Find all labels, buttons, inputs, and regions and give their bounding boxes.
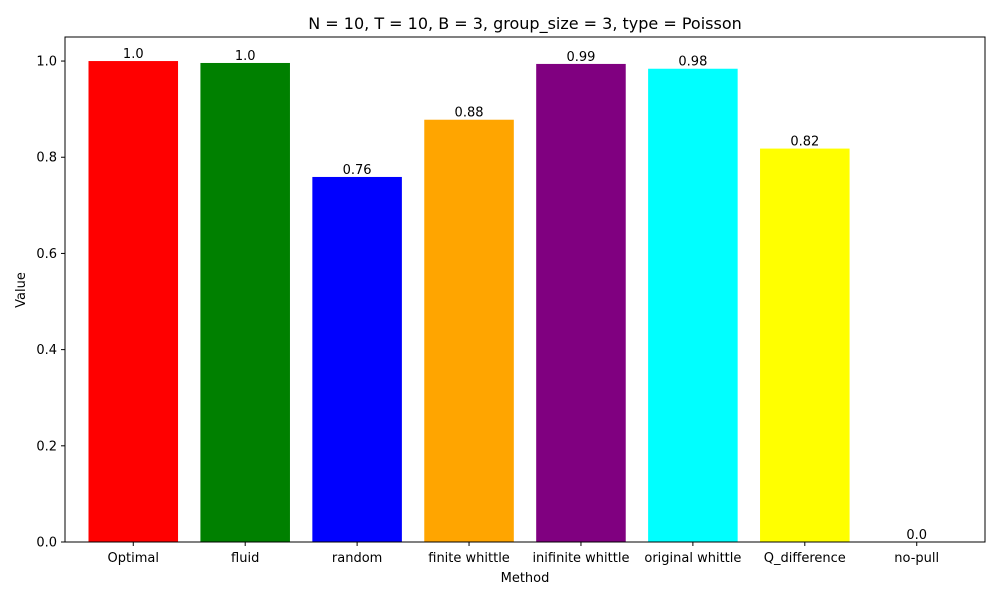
chart-title: N = 10, T = 10, B = 3, group_size = 3, t… <box>308 14 742 34</box>
bar-optimal <box>88 61 179 543</box>
data-label: 0.98 <box>678 55 707 70</box>
plot-frame <box>64 36 986 543</box>
y-axis-label: Value <box>14 272 29 308</box>
data-label: 0.99 <box>566 50 595 65</box>
y-tick-label: 0.4 <box>36 343 57 358</box>
y-tick-label: 0.0 <box>36 536 57 551</box>
x-tick-label: Optimal <box>108 551 159 566</box>
data-label: 0.76 <box>343 163 372 178</box>
bar-random <box>312 176 402 542</box>
x-tick-label: no-pull <box>894 551 939 566</box>
bar-inifinite-whittle <box>536 63 626 542</box>
data-label: 1.0 <box>123 47 144 62</box>
x-tick-label: inifinite whittle <box>532 551 629 566</box>
bars-group: 1.0 1.0 0.76 0.88 0.99 0.98 0.82 0.0 <box>88 47 927 543</box>
y-tick-label: 0.8 <box>36 151 57 166</box>
x-axis: Optimal fluid random finite whittle inifinit… <box>108 542 939 566</box>
x-tick-label: random <box>332 551 382 566</box>
y-tick-label: 1.0 <box>36 55 57 70</box>
x-tick-label: finite whittle <box>428 551 510 566</box>
x-tick-label: original whittle <box>644 551 741 566</box>
y-tick-label: 0.2 <box>36 439 57 454</box>
bar-original-whittle <box>648 68 738 542</box>
data-label: 0.0 <box>906 528 927 543</box>
x-tick-label: fluid <box>231 551 259 566</box>
bar-q-difference <box>760 148 850 543</box>
data-label: 0.82 <box>790 135 819 150</box>
bar-fluid <box>200 62 290 542</box>
data-label: 0.88 <box>455 106 484 121</box>
x-tick-label: Q_difference <box>764 551 846 566</box>
y-tick-label: 0.6 <box>36 247 57 262</box>
x-axis-label: Method <box>501 571 550 586</box>
y-axis: 0.0 0.2 0.4 0.6 0.8 1.0 <box>36 55 65 551</box>
bar-finite-whittle <box>424 119 514 542</box>
data-label: 1.0 <box>235 49 256 64</box>
